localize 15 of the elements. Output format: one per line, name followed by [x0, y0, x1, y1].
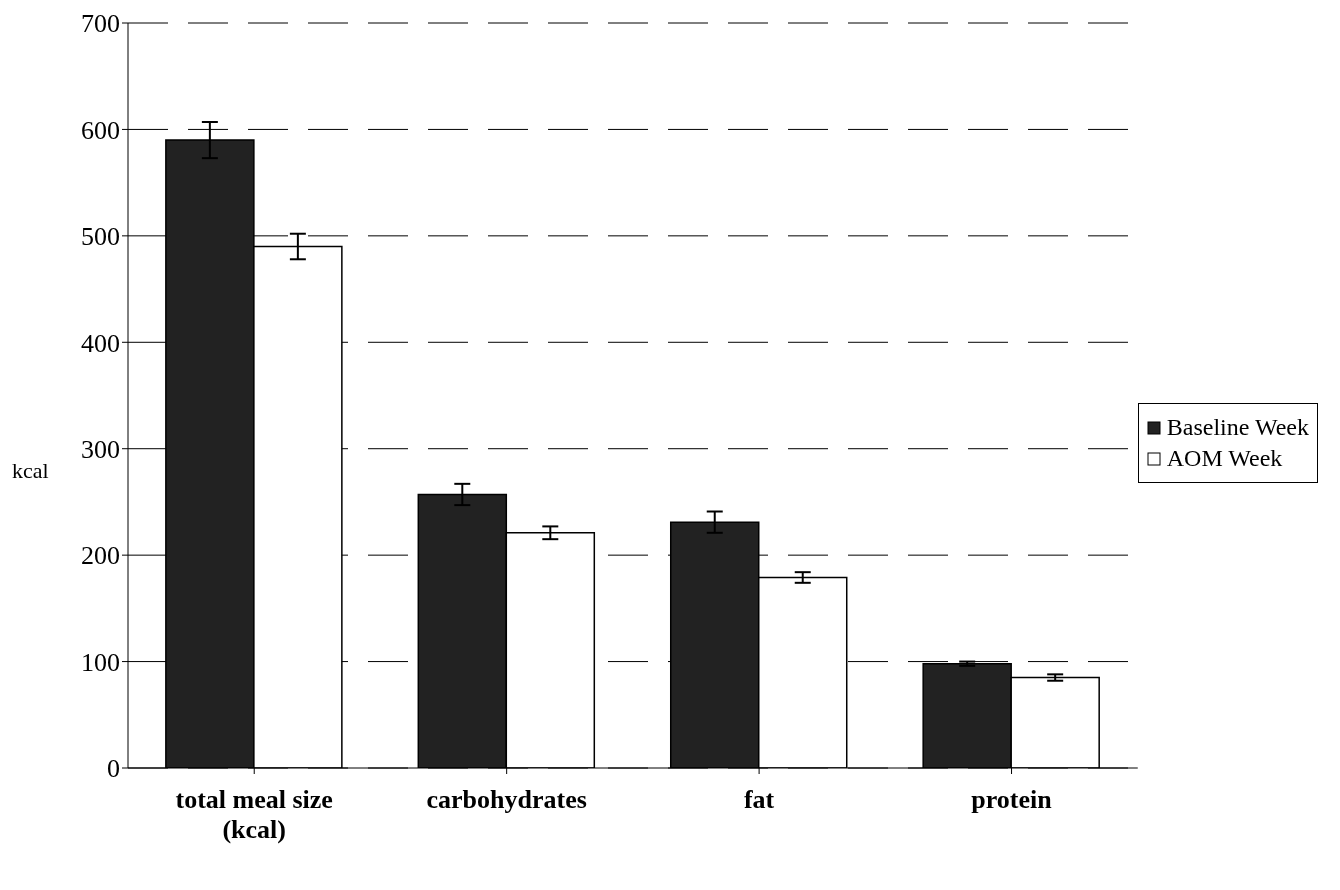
y-tick-label: 600: [81, 115, 120, 145]
y-tick-label: 200: [81, 541, 120, 571]
y-tick-label: 100: [81, 647, 120, 677]
x-tick-label: protein: [971, 785, 1053, 814]
y-tick-label: 700: [81, 9, 120, 39]
x-tick-label: carbohydrates: [426, 785, 587, 814]
y-tick-label: 0: [107, 754, 120, 784]
x-tick-label: total meal size (kcal): [175, 785, 333, 844]
x-tick-label: fat: [743, 785, 775, 814]
y-tick-label: 500: [81, 222, 120, 252]
y-axis-title: kcal: [12, 458, 49, 484]
legend-label: Baseline Week: [1166, 414, 1309, 441]
y-tick-label: 400: [81, 328, 120, 358]
y-tick-label: 300: [81, 434, 120, 464]
legend-label: AOM Week: [1166, 445, 1283, 472]
